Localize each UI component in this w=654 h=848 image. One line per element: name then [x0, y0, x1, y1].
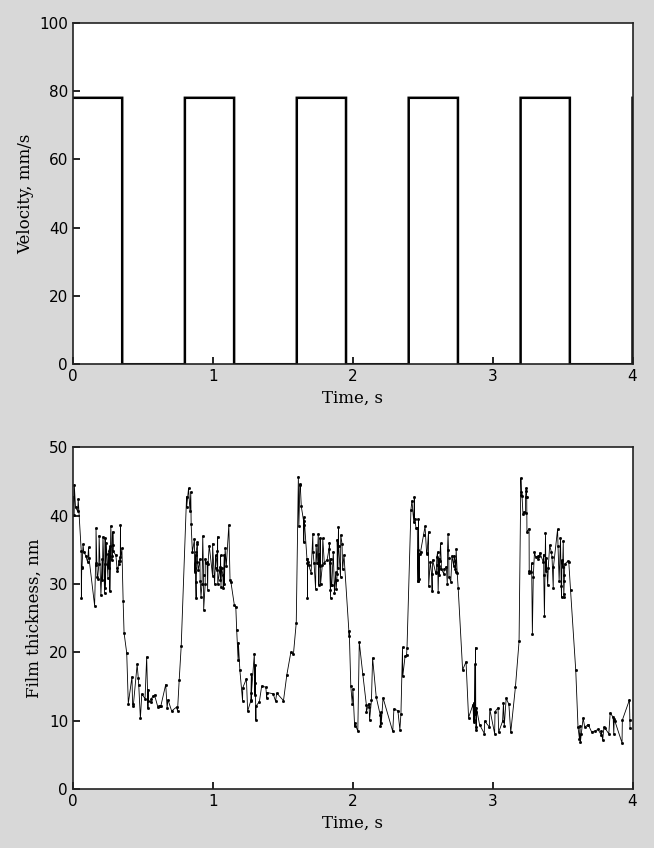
Y-axis label: Velocity, mm/s: Velocity, mm/s — [16, 133, 33, 254]
X-axis label: Time, s: Time, s — [322, 389, 383, 407]
Y-axis label: Film thickness, nm: Film thickness, nm — [26, 538, 43, 698]
X-axis label: Time, s: Time, s — [322, 814, 383, 831]
